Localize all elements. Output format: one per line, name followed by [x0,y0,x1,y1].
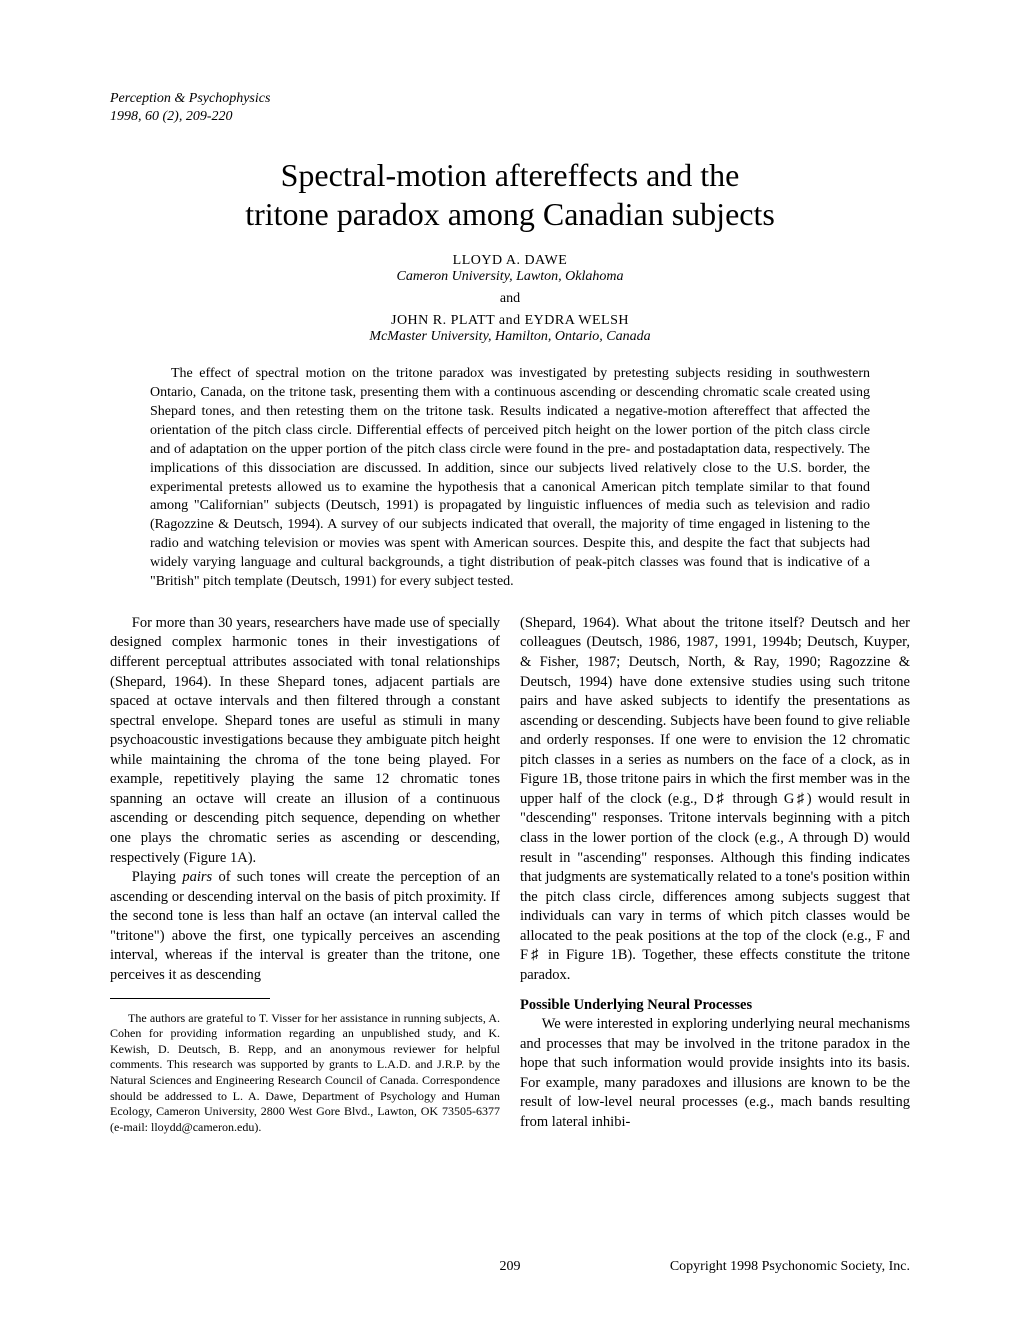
abstract: The effect of spectral motion on the tri… [150,365,870,592]
p2-em: pairs [182,869,212,885]
body-paragraph-3: (Shepard, 1964). What about the tritone … [520,614,910,986]
p2-text-a: Playing [132,869,183,885]
title-line-1: Spectral-motion aftereffects and the [281,157,740,193]
body-paragraph-2: Playing pairs of such tones will create … [110,868,500,985]
authors-block: LLOYD A. DAWE Cameron University, Lawton… [110,253,910,345]
author-2-name: JOHN R. PLATT and EYDRA WELSH [110,313,910,329]
footnote-text: The authors are grateful to T. Visser fo… [110,1011,500,1136]
journal-name: Perception & Psychophysics [110,90,910,108]
author-1-name: LLOYD A. DAWE [110,253,910,269]
body-columns: For more than 30 years, researchers have… [110,614,910,1140]
author-1-affiliation: Cameron University, Lawton, Oklahoma [110,269,910,285]
body-paragraph-4: We were interested in exploring underlyi… [520,1015,910,1132]
paper-title: Spectral-motion aftereffects and the tri… [110,156,910,233]
title-line-2: tritone paradox among Canadian subjects [245,196,775,232]
author-2-affiliation: McMaster University, Hamilton, Ontario, … [110,329,910,345]
p2-text-b: of such tones will create the perception… [110,869,500,983]
section-heading: Possible Underlying Neural Processes [520,996,910,1016]
page-number: 209 [110,1259,910,1275]
page-footer: 209 Copyright 1998 Psychonomic Society, … [110,1259,910,1275]
author-separator: and [110,291,910,307]
footnote-block: The authors are grateful to T. Visser fo… [110,998,500,1136]
journal-header: Perception & Psychophysics 1998, 60 (2),… [110,90,910,126]
journal-citation: 1998, 60 (2), 209-220 [110,108,910,126]
footnote-rule [110,998,270,999]
page-container: Perception & Psychophysics 1998, 60 (2),… [0,0,1020,1320]
body-paragraph-1: For more than 30 years, researchers have… [110,614,500,868]
